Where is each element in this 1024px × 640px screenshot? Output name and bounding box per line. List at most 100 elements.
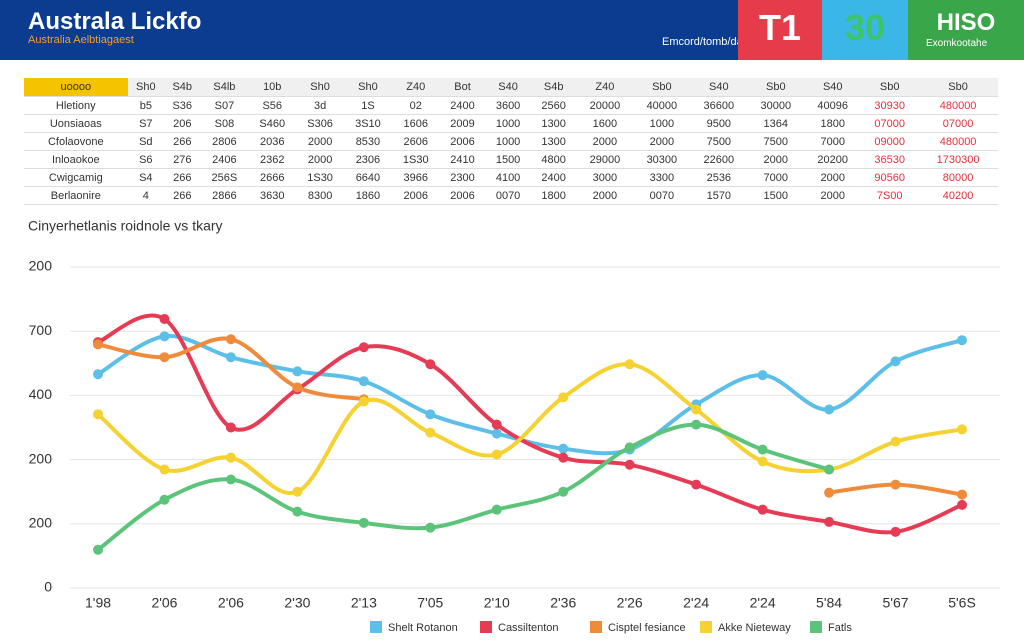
table-cell: 1300 [530, 114, 577, 133]
stat-tile[interactable]: 30 [822, 0, 908, 60]
series-line [96, 362, 964, 496]
table-cell: 2000 [804, 168, 862, 187]
table-cell: 30000 [747, 96, 805, 115]
data-point [491, 504, 502, 515]
data-point [691, 419, 702, 430]
tile-caption: Exomkootahe [926, 38, 988, 49]
y-tick-label: 200 [29, 450, 53, 466]
data-point [425, 427, 436, 438]
table-cell: 1860 [344, 186, 392, 205]
y-tick-label: 400 [29, 386, 53, 402]
table-cell: 7S00 [861, 186, 919, 205]
table-cell: 2000 [576, 132, 634, 151]
stat-tile[interactable]: HISO [908, 0, 1024, 60]
table-cell: 480000 [918, 96, 998, 115]
table-cell: 2006 [391, 186, 440, 205]
table-cell: 1S [344, 96, 392, 115]
table-cell: 206 [164, 114, 201, 133]
table-cell: Sb0 [861, 78, 919, 97]
data-point [225, 352, 236, 363]
table-cell: 1000 [633, 114, 691, 133]
table-cell: 2606 [391, 132, 440, 151]
table-cell: 2009 [439, 114, 486, 133]
data-point [624, 442, 635, 453]
data-point [93, 409, 103, 420]
table-cell: 1606 [391, 114, 440, 133]
table-cell: 30300 [633, 150, 691, 169]
stat-tile[interactable]: T1 [738, 0, 822, 60]
table-cell: 1300 [530, 132, 577, 151]
chart: Cinyerhetlanis roidnole vs tkary 0 200 200… [28, 218, 1000, 634]
data-point [757, 370, 768, 381]
table-row: Hletiony b5 S36 S07 S56 3d 1S 02 2400 3600 2560 200… [24, 96, 998, 115]
data-point [159, 494, 170, 505]
data-point [93, 339, 103, 350]
y-tick-label: 200 [29, 515, 53, 531]
table-cell: S07 [200, 96, 249, 115]
x-tick-label: 1'98 [85, 595, 111, 611]
table-cell: 3S10 [344, 114, 392, 133]
table-cell: 2000 [633, 132, 691, 151]
table-cell: S36 [164, 96, 201, 115]
table-cell: 1500 [747, 186, 805, 205]
table-cell: S40 [804, 78, 862, 97]
table-cell: 20000 [576, 96, 634, 115]
data-point [558, 443, 569, 454]
table-cell: 266 [164, 132, 201, 151]
x-tick-label: 2'24 [750, 595, 776, 611]
table-row: uoooo Sh0 S4b S4lb 10b Sh0 Sh0 Z40 Bot S40 S4b Z40 S… [24, 78, 998, 97]
table-cell: Z40 [576, 78, 634, 97]
data-point [225, 422, 236, 433]
table-cell: 1800 [804, 114, 862, 133]
table-cell: 36530 [861, 150, 919, 169]
data-point [624, 459, 635, 470]
table-cell: 4800 [530, 150, 577, 169]
table-cell: 29000 [576, 150, 634, 169]
table-cell: 2400 [439, 96, 486, 115]
table-cell: 8530 [344, 132, 392, 151]
data-point [292, 382, 303, 393]
table-cell: 2666 [248, 168, 297, 187]
app-title: Australa Lickfo [28, 8, 202, 35]
table-cell: 2560 [530, 96, 577, 115]
data-point [93, 544, 103, 555]
data-point [757, 456, 768, 467]
data-point [624, 359, 635, 370]
table-cell: Sb0 [747, 78, 805, 97]
data-point [957, 424, 967, 435]
table-cell: S4b [164, 78, 201, 97]
x-tick-label: 2'24 [683, 595, 709, 611]
legend-label: Akke Nieteway [718, 622, 791, 634]
data-point [824, 516, 835, 527]
x-tick-label: 2'13 [351, 595, 377, 611]
x-tick-label: 2'26 [617, 595, 643, 611]
table-cell: 0070 [633, 186, 691, 205]
header-bar: Australa Lickfo Australia Aelbtiagaest E… [0, 0, 1024, 60]
data-point [225, 334, 236, 345]
data-point [890, 436, 901, 447]
table-cell: 22600 [690, 150, 748, 169]
table-cell: 256S [200, 168, 249, 187]
legend-swatch [370, 621, 382, 633]
table-cell: 90560 [861, 168, 919, 187]
table-cell: 266 [164, 168, 201, 187]
data-point [824, 487, 835, 498]
data-point [292, 506, 303, 517]
table-cell: S306 [296, 114, 345, 133]
table-cell: 2406 [200, 150, 249, 169]
data-point [757, 504, 768, 515]
y-tick-label: 200 [29, 258, 53, 274]
table-cell: Sb0 [633, 78, 691, 97]
table-cell: 2536 [690, 168, 748, 187]
legend-swatch [810, 621, 822, 633]
table-cell: 10b [248, 78, 297, 97]
table-cell: Berlaonire [24, 186, 128, 205]
data-point [159, 352, 170, 363]
table-cell: Sh0 [344, 78, 392, 97]
x-tick-label: 5'84 [816, 595, 842, 611]
data-point [159, 331, 170, 342]
data-point [358, 376, 369, 387]
data-point [957, 499, 967, 510]
table-row: Cfolaovone Sd 266 2806 2036 2000 8530 2606 2006 1… [24, 132, 998, 151]
table-cell: 3300 [633, 168, 691, 187]
